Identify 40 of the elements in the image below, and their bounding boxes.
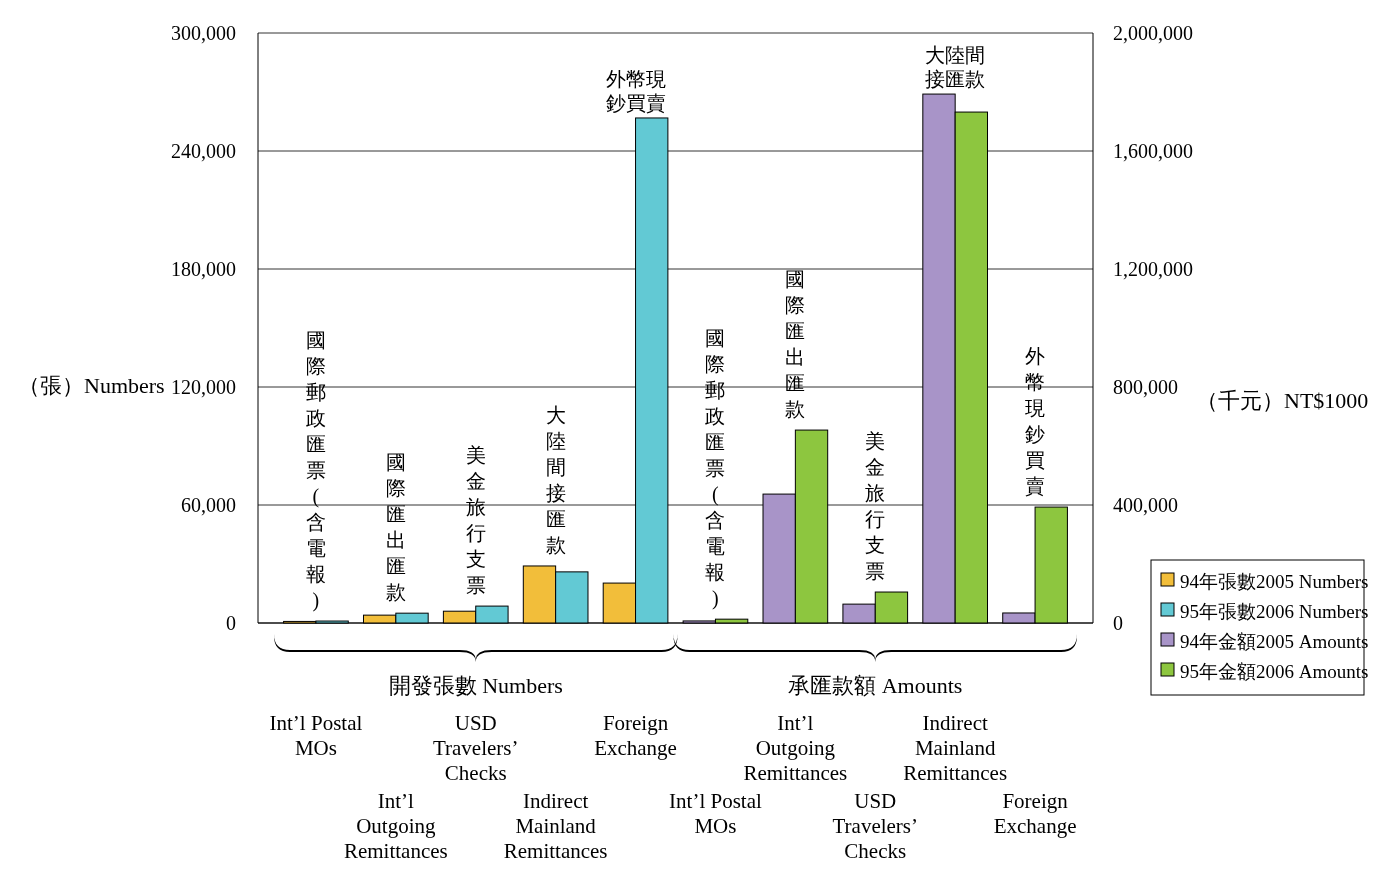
legend-label: 94年金額2005 Amounts xyxy=(1180,631,1369,652)
category-label: 國際郵政匯票(含電報) xyxy=(705,327,726,610)
x-tick-label: 大陸間接匯款 xyxy=(925,44,986,91)
y2-axis-title: （千元）NT$1000 xyxy=(1196,388,1369,413)
text: USD Travelers’ Checks xyxy=(432,711,519,785)
text: Int’l Outgoing Remittances xyxy=(343,789,448,863)
legend-label: 95年金額2006 Amounts xyxy=(1180,661,1369,682)
text: Foreign Exchange xyxy=(594,711,677,760)
text: Int’l Postal MOs xyxy=(269,711,363,760)
text: 開發張數 Numbers xyxy=(388,673,563,698)
x-tick-label: 外幣現鈔買賣 xyxy=(605,67,666,114)
text: Indirect Mainland Remittances xyxy=(903,711,1008,785)
x-tick-label: 國際匯出匯款 xyxy=(785,268,806,421)
y2-tick-label: 800,000 xyxy=(1113,376,1178,398)
y2-tick-label: 400,000 xyxy=(1113,494,1178,516)
category-label: 國際郵政匯票(含電報) xyxy=(305,329,326,612)
y-tick-label: 120,000 xyxy=(171,376,236,398)
y-tick-label: 180,000 xyxy=(171,258,236,280)
legend-label: 94年張數2005 Numbers xyxy=(1180,571,1369,592)
y2-tick-label: 1,200,000 xyxy=(1113,258,1193,280)
legend-label: 95年張數2006 Numbers xyxy=(1180,601,1369,622)
y-tick-label: 0 xyxy=(226,612,236,634)
text: 承匯款額 Amounts xyxy=(788,673,963,698)
text: Foreign Exchange xyxy=(993,789,1077,838)
text: USD Travelers’ Checks xyxy=(832,789,919,863)
y2-tick-label: 0 xyxy=(1113,612,1123,634)
text: Int’l Outgoing Remittances xyxy=(743,711,848,785)
x-tick-label: 美金旅行支票 xyxy=(465,444,486,597)
x-tick-label: 外幣現鈔買賣 xyxy=(1025,345,1046,498)
x-tick-label: 美金旅行支票 xyxy=(865,430,886,583)
text: Int’l Postal MOs xyxy=(669,789,762,838)
text: Indirect Mainland Remittances xyxy=(503,789,608,863)
x-tick-label: 國際匯出匯款 xyxy=(385,451,406,604)
y-tick-label: 300,000 xyxy=(171,22,236,44)
y-axis-title: （張）Numbers xyxy=(18,373,165,398)
x-tick-label: 大陸間接匯款 xyxy=(545,403,566,556)
y-tick-label: 60,000 xyxy=(181,494,236,516)
y-tick-label: 240,000 xyxy=(171,140,236,162)
y2-tick-label: 1,600,000 xyxy=(1113,140,1193,162)
y2-tick-label: 2,000,000 xyxy=(1113,22,1193,44)
